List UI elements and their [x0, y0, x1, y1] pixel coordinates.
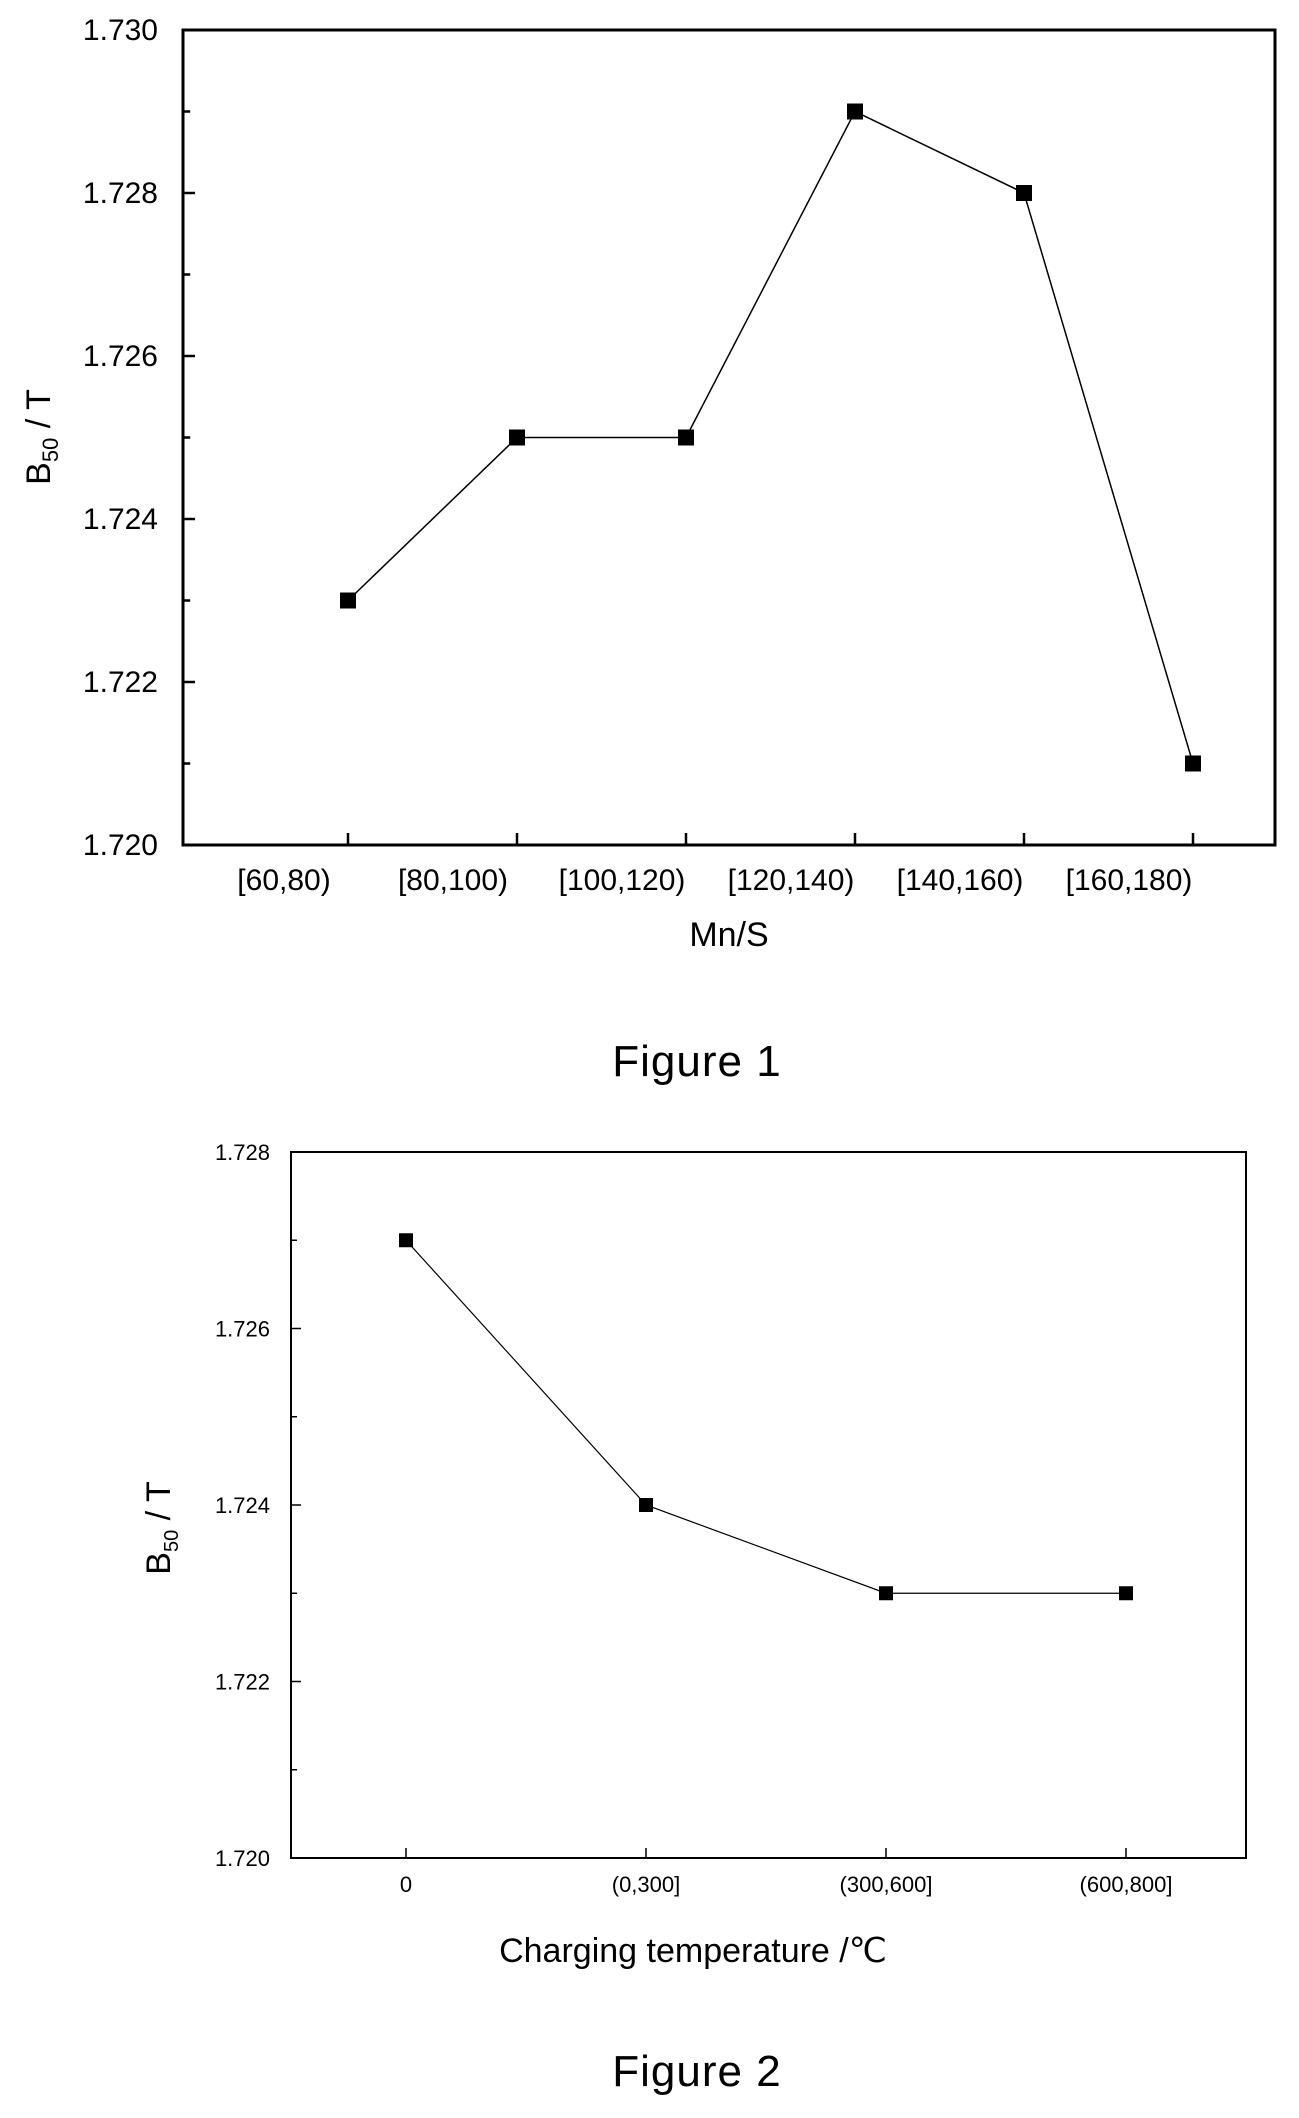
- x-axis-label-1: Mn/S: [689, 916, 768, 954]
- figure-caption-1: Figure 1: [612, 1037, 781, 1086]
- x-tick-label: (0,300]: [612, 1872, 681, 1897]
- y-tick-label: 1.720: [215, 1846, 270, 1871]
- data-point: [879, 1586, 893, 1601]
- x-tick-label: 0: [400, 1872, 412, 1897]
- y-axis-label-1-sub: 50: [38, 438, 63, 462]
- figure-caption-2: Figure 2: [612, 2047, 781, 2096]
- data-point: [340, 592, 356, 609]
- y-tick-label: 1.728: [215, 1140, 270, 1165]
- data-point: [847, 103, 863, 120]
- y-axis-label-1-unit: / T: [20, 389, 58, 438]
- y-axis-label-2-unit: / T: [140, 1481, 178, 1530]
- data-point: [1016, 185, 1032, 201]
- y-tick-label: 1.720: [83, 829, 158, 862]
- y-tick-label: 1.722: [215, 1670, 270, 1695]
- y-tick-label: 1.724: [83, 503, 158, 536]
- y-tick-label: 1.728: [83, 177, 158, 210]
- y-tick-label: 1.726: [83, 340, 158, 373]
- x-tick-label: [60,80): [237, 864, 330, 897]
- y-axis-label-2-sub: 50: [161, 1530, 183, 1552]
- series-line: [347, 110, 1194, 764]
- y-axis-label-1: B50 / T: [20, 389, 63, 485]
- data-point: [509, 429, 525, 446]
- data-point: [639, 1498, 653, 1512]
- y-axis-2: 1.720 1.722 1.724 1.726 1.728: [215, 1140, 301, 1871]
- series-1: [340, 103, 1201, 772]
- x-tick-label: [120,140): [728, 864, 855, 897]
- x-tick-label: [80,100): [398, 864, 508, 897]
- x-axis-1: [60,80) [80,100) [100,120) [120,140) [140,16…: [237, 833, 1195, 897]
- y-axis-label-2: B50 / T: [140, 1481, 183, 1574]
- y-axis-label-2-main: B: [140, 1552, 178, 1575]
- x-tick-label: [140,160): [897, 864, 1024, 897]
- plot-frame-2: [290, 1151, 1247, 1859]
- chart-1: 1.720 1.722 1.724 1.726 1.728 1.730 [60,80) [8…: [20, 14, 1277, 1086]
- x-tick-label: (300,600]: [840, 1872, 933, 1897]
- x-tick-label: (600,800]: [1080, 1872, 1173, 1897]
- x-tick-label: [160,180): [1066, 864, 1193, 897]
- y-tick-label: 1.730: [83, 14, 158, 47]
- x-tick-label: [100,120): [559, 864, 686, 897]
- data-point: [399, 1233, 413, 1248]
- series-line: [405, 1239, 1126, 1594]
- x-axis-2: 0 (0,300] (300,600] (600,800]: [400, 1848, 1173, 1897]
- y-axis-label-1-main: B: [20, 462, 58, 485]
- y-tick-label: 1.726: [215, 1317, 270, 1342]
- chart-2: 1.720 1.722 1.724 1.726 1.728 0 (0,300] (300,6…: [140, 1140, 1247, 2096]
- data-point: [678, 429, 694, 446]
- data-point: [1185, 755, 1201, 772]
- plot-frame-1: [181, 28, 1277, 847]
- y-tick-label: 1.722: [83, 666, 158, 699]
- y-tick-label: 1.724: [215, 1493, 270, 1518]
- y-axis-1: 1.720 1.722 1.724 1.726 1.728 1.730: [83, 14, 195, 862]
- series-2: [399, 1233, 1133, 1601]
- x-axis-label-2: Charging temperature /℃: [499, 1932, 887, 1970]
- data-point: [1119, 1586, 1133, 1601]
